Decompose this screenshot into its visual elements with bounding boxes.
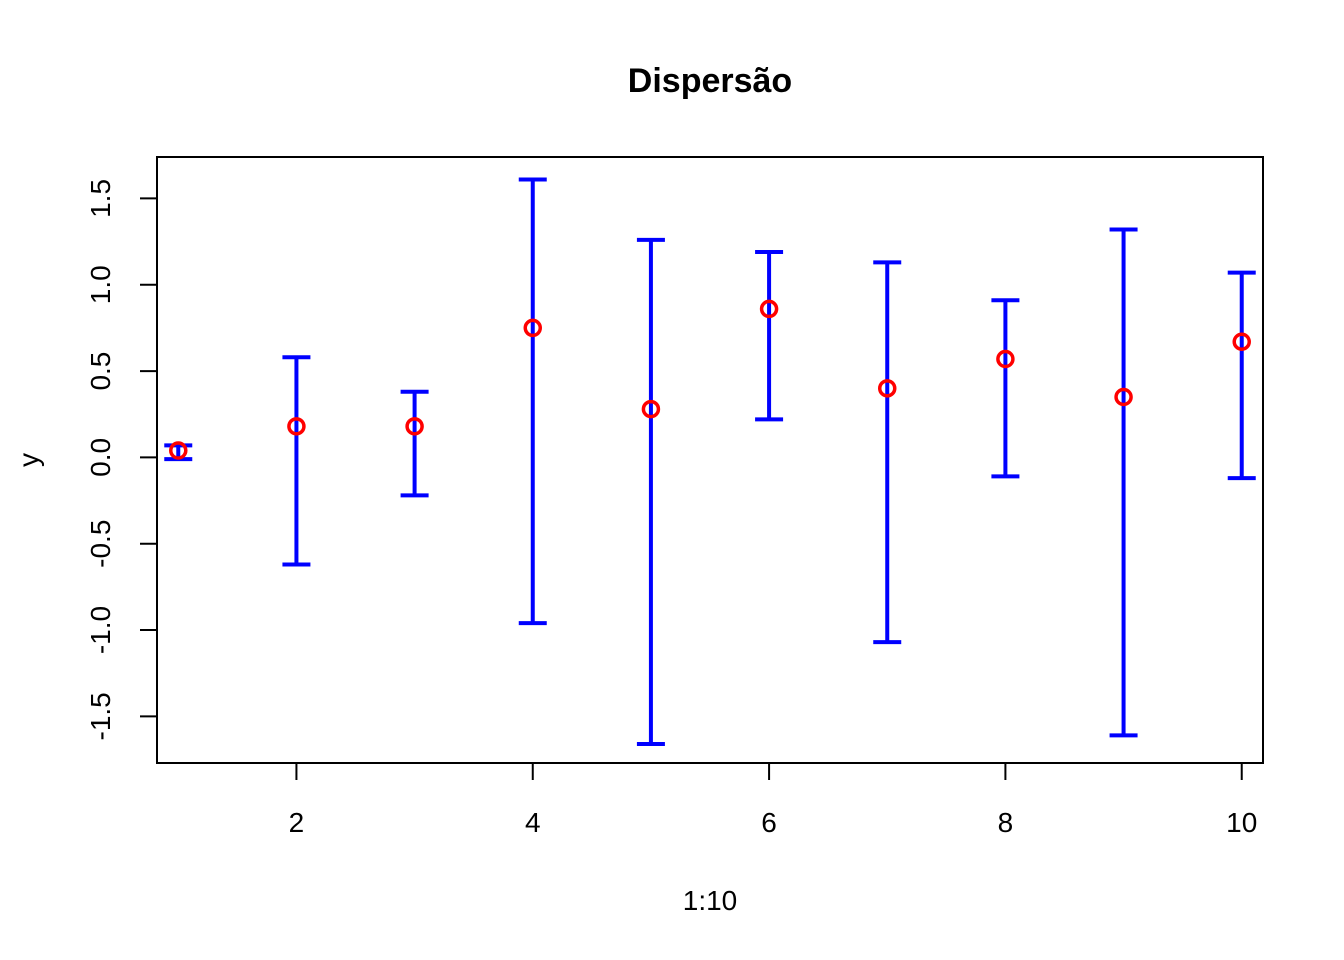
error-bar [755,249,784,422]
x-tick-label: 10 [1226,807,1257,838]
y-tick-label: 1.5 [85,179,116,218]
data-point [641,399,661,419]
data-point [169,441,188,460]
error-bar [400,389,429,498]
error-bar [991,298,1020,479]
x-tick-label: 6 [761,807,777,838]
data-point [1232,332,1251,351]
x-axis: 2 4 6 8 10 [289,763,1257,838]
data-point [996,349,1015,369]
y-tick-label: 1.0 [85,265,116,304]
error-bar [282,355,311,567]
y-tick-label: 0.5 [85,352,116,391]
plot-frame [156,156,1264,764]
y-tick-label: -1.5 [85,692,116,740]
y-axis-label: y [13,453,44,467]
data-point [877,379,897,398]
data-point [287,417,306,436]
x-tick-label: 8 [998,807,1014,838]
data-point [523,318,543,338]
y-axis: -1.5 -1.0 -0.5 0.0 0.5 1.0 1.5 [85,179,157,741]
error-bar [518,177,547,626]
data-point [1114,387,1133,407]
x-axis-label: 1:10 [683,885,738,916]
data-point [405,417,424,436]
y-tick-label: -0.5 [85,520,116,568]
chart-title: Dispersão [628,62,792,100]
x-tick-label: 4 [525,807,541,838]
error-bar [636,237,665,747]
x-tick-label: 2 [289,807,305,838]
y-tick-label: 0.0 [85,438,116,477]
data-point [759,299,779,319]
error-bar [1227,270,1256,481]
error-bar [873,260,902,645]
error-bar [1109,227,1138,738]
y-tick-label: -1.0 [85,606,116,654]
data-points [169,299,1251,460]
error-bars [164,177,1256,747]
